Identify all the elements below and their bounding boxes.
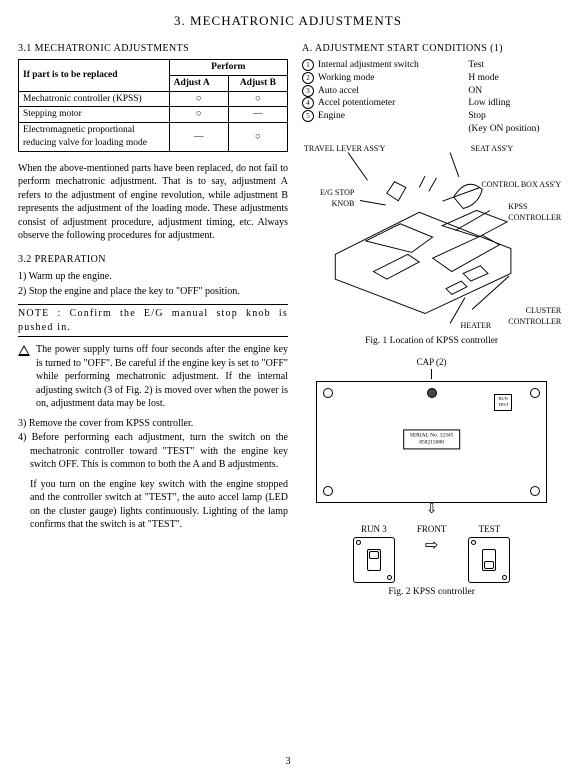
front-label: FRONT xyxy=(417,523,447,535)
cap-label: CAP (2) xyxy=(302,356,561,379)
th-adjust-a: Adjust A xyxy=(169,75,228,91)
callout-travel-lever: TRAVEL LEVER ASS'Y xyxy=(304,144,385,155)
switch-group: RUN 3 FRONT ⇨ TEST xyxy=(302,523,561,583)
th-part: If part is to be replaced xyxy=(19,60,170,92)
serial-plate: SERIAL No. 12345858215000 xyxy=(403,430,461,449)
list-item: 4Accel potentiometerLow idling xyxy=(302,97,561,110)
cell: ○ xyxy=(228,123,287,152)
cell: — xyxy=(169,123,228,152)
list-item: 4) Before performing each adjustment, tu… xyxy=(18,431,288,472)
fig1-caption: Fig. 1 Location of KPSS controller xyxy=(302,335,561,348)
cap-icon xyxy=(427,388,437,398)
cell: ○ xyxy=(228,91,287,107)
list-item: 2Working modeH mode xyxy=(302,72,561,85)
down-arrow-icon: ⇩ xyxy=(302,503,561,517)
list-item: 1) Warm up the engine. xyxy=(18,270,288,284)
table-row: Electromagnetic proportional reducing va… xyxy=(19,123,170,152)
screw-icon xyxy=(530,388,540,398)
heading-a: A. ADJUSTMENT START CONDITIONS (1) xyxy=(302,42,561,56)
note-box: NOTE : Confirm the E/G manual stop knob … xyxy=(18,304,288,337)
screw-icon xyxy=(530,486,540,496)
continuation-text: If you turn on the engine key switch wit… xyxy=(18,478,288,532)
table-row: Mechatronic controller (KPSS) xyxy=(19,91,170,107)
switch-test: TEST xyxy=(468,523,510,583)
warning-text: The power supply turns off four seconds … xyxy=(36,343,288,411)
list-item: 3) Remove the cover from KPSS controller… xyxy=(18,417,288,431)
list-item: 1Internal adjustment switchTest xyxy=(302,59,561,72)
steps-list: 3) Remove the cover from KPSS controller… xyxy=(18,417,288,472)
arrow-right-icon: ⇨ xyxy=(413,535,451,557)
cell: ○ xyxy=(169,91,228,107)
screw-icon xyxy=(323,486,333,496)
fig2-caption: Fig. 2 KPSS controller xyxy=(302,586,561,599)
paragraph: When the above-mentioned parts have been… xyxy=(18,162,288,243)
cell: ○ xyxy=(169,107,228,123)
figure-1: TRAVEL LEVER ASS'Y SEAT ASS'Y CONTROL BO… xyxy=(302,144,561,332)
heading-3-1: 3.1 MECHATRONIC ADJUSTMENTS xyxy=(18,42,288,56)
right-column: A. ADJUSTMENT START CONDITIONS (1) 1Inte… xyxy=(302,40,561,607)
th-perform: Perform xyxy=(169,60,287,76)
parts-table: If part is to be replaced Perform Adjust… xyxy=(18,59,288,152)
warning-icon xyxy=(18,345,30,356)
page-number: 3 xyxy=(0,755,576,769)
warning-block: The power supply turns off four seconds … xyxy=(18,343,288,411)
th-adjust-b: Adjust B xyxy=(228,75,287,91)
mode-plate: RUNTEST xyxy=(494,394,512,411)
screw-icon xyxy=(323,388,333,398)
callout-seat: SEAT ASS'Y xyxy=(471,144,513,155)
conditions-list: 1Internal adjustment switchTest 2Working… xyxy=(302,59,561,136)
prep-list: 1) Warm up the engine. 2) Stop the engin… xyxy=(18,270,288,298)
switch-run: RUN 3 xyxy=(353,523,395,583)
page-title: 3. MECHATRONIC ADJUSTMENTS xyxy=(18,12,558,30)
cell: — xyxy=(228,107,287,123)
two-columns: 3.1 MECHATRONIC ADJUSTMENTS If part is t… xyxy=(18,40,558,607)
list-item: 2) Stop the engine and place the key to … xyxy=(18,285,288,299)
table-row: Stepping motor xyxy=(19,107,170,123)
left-column: 3.1 MECHATRONIC ADJUSTMENTS If part is t… xyxy=(18,40,288,607)
figure-2-box: RUNTEST SERIAL No. 12345858215000 xyxy=(316,381,547,503)
heading-3-2: 3.2 PREPARATION xyxy=(18,253,288,267)
list-item: 3Auto accelON xyxy=(302,85,561,98)
list-item: 5EngineStop (Key ON position) xyxy=(302,110,561,136)
fig1-drawing xyxy=(320,156,530,324)
